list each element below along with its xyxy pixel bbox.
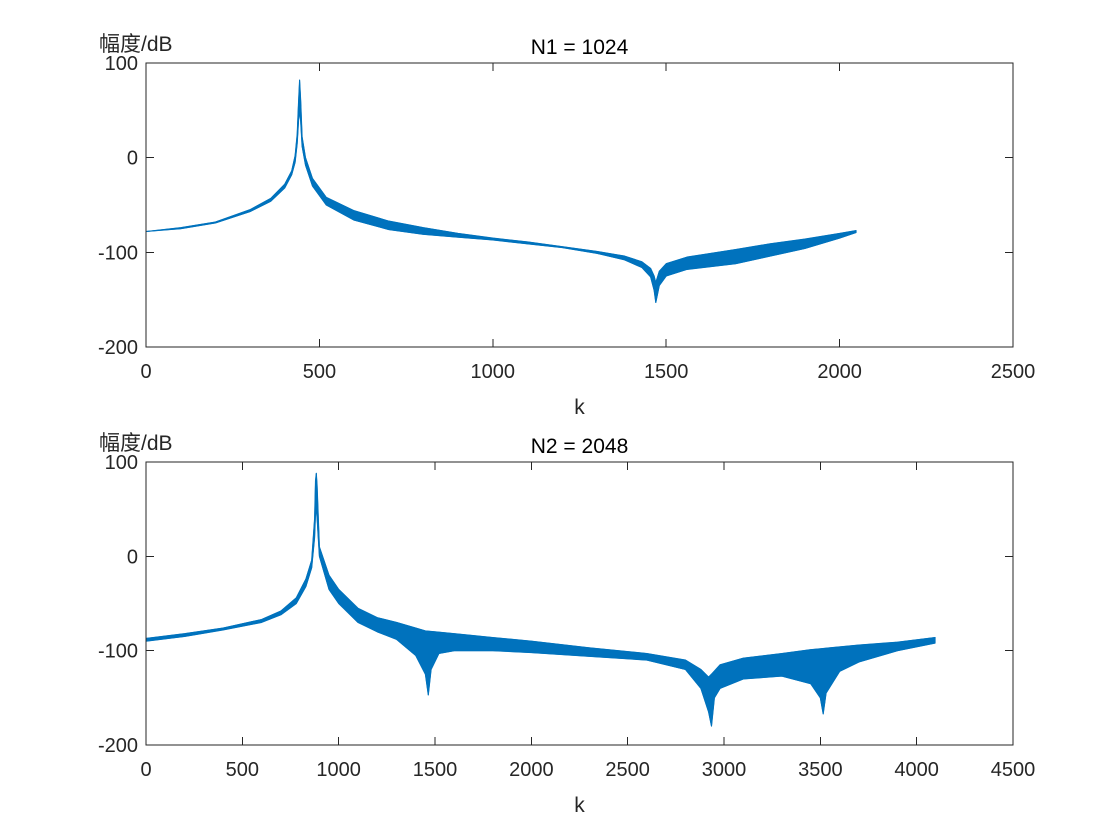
magnitude-upper-trace	[145, 79, 857, 284]
x-tick-label: 500	[303, 361, 336, 383]
x-tick-label: 3000	[702, 759, 747, 781]
magnitude-oscillation	[146, 81, 857, 302]
x-tick-label: 1500	[413, 759, 458, 781]
magnitude-upper-trace	[145, 472, 936, 678]
magnitude-lower-trace	[145, 109, 857, 304]
x-tick-label: 2500	[605, 759, 650, 781]
x-axis-label: k	[574, 396, 585, 419]
x-tick-label: 1000	[316, 759, 361, 781]
x-tick-label: 0	[140, 759, 151, 781]
y-tick-label: -100	[98, 641, 138, 663]
x-tick-label: 2000	[817, 361, 862, 383]
x-tick-label: 1000	[471, 361, 516, 383]
x-tick-label: 2000	[509, 759, 554, 781]
x-tick-label: 0	[140, 361, 151, 383]
plot-area	[145, 62, 1014, 348]
y-tick-label: 100	[105, 53, 138, 75]
x-axis-label: k	[574, 794, 585, 817]
subplot-n2: 0 500 1000 1500 2000 2500 3000 3500 4000 4500-200…	[98, 432, 1035, 817]
x-tick-label: 3500	[798, 759, 843, 781]
x-tick-label: 1500	[644, 361, 689, 383]
x-tick-label: 2500	[991, 361, 1036, 383]
y-axis-label: 幅度/dB	[99, 432, 173, 455]
y-tick-label: 0	[127, 148, 138, 170]
y-tick-label: 0	[127, 546, 138, 568]
plot-frame	[145, 62, 1014, 348]
y-tick-label: -200	[98, 735, 138, 757]
magnitude-oscillation	[145, 473, 936, 726]
x-tick-label: 4500	[991, 759, 1036, 781]
y-tick-label: 100	[105, 452, 138, 474]
y-tick-label: -200	[98, 337, 138, 359]
chart-title: N1 = 1024	[531, 36, 629, 59]
plot-area	[145, 461, 1014, 746]
chart-title: N2 = 2048	[531, 435, 629, 458]
magnitude-band	[145, 79, 857, 303]
y-axis-label: 幅度/dB	[99, 33, 173, 56]
magnitude-lower-trace	[145, 508, 936, 727]
x-tick-label: 500	[226, 759, 259, 781]
x-tick-label: 4000	[894, 759, 939, 781]
y-tick-label: -100	[98, 242, 138, 264]
subplot-n1: 0 500 1000 1500 2000 2500 -200 -100 0 100 N1 = 102…	[98, 33, 1035, 419]
plot-frame	[145, 461, 1014, 746]
